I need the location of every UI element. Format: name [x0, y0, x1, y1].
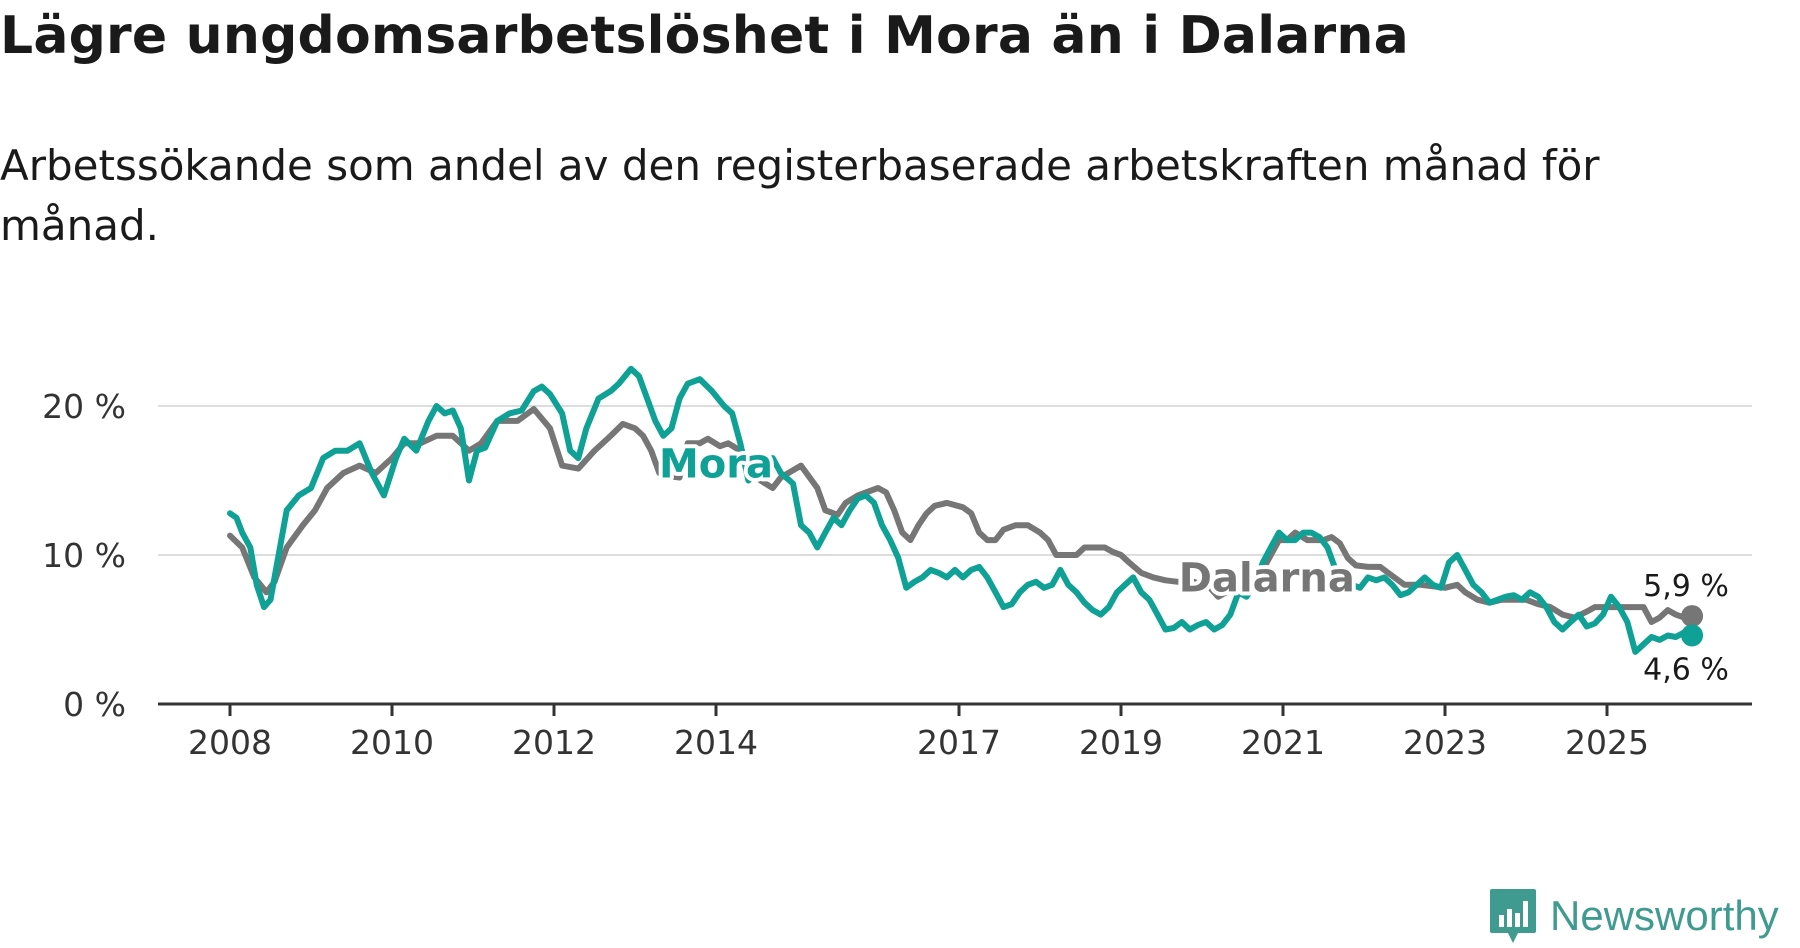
- series-line-dalarna: [227, 406, 1695, 625]
- y-tick-label: 10 %: [42, 536, 126, 575]
- y-tick-label: 20 %: [42, 387, 126, 426]
- x-tick-label: 2008: [188, 723, 272, 762]
- series-labels: Mora Dalarna 5,9 % 4,6 %: [655, 438, 1733, 692]
- series-label-dalarna: Dalarna: [1179, 555, 1355, 601]
- chart-subtitle: Arbetssökande som andel av den registerb…: [0, 141, 1600, 250]
- x-tick-label: 2019: [1079, 723, 1163, 762]
- series-line-mora: [227, 365, 1695, 655]
- end-value-dalarna: 5,9 %: [1643, 569, 1729, 604]
- series: [227, 365, 1704, 655]
- chart-title: Lägre ungdomsarbetslöshet i Mora än i Da…: [0, 6, 1409, 66]
- bar-chart-icon: [1490, 889, 1536, 943]
- end-point-mora: [1681, 624, 1704, 647]
- x-tick-label: 2010: [350, 723, 434, 762]
- y-tick-label: 0 %: [63, 685, 126, 724]
- brand-name: Newsworthy: [1550, 892, 1779, 939]
- x-tick-label: 2023: [1403, 723, 1487, 762]
- x-tick-label: 2014: [674, 723, 758, 762]
- end-value-mora: 4,6 %: [1643, 652, 1729, 687]
- end-point-dalarna: [1681, 605, 1704, 628]
- x-axis-ticks: 2008 2010 2012 2014 2017 2019 2021 2023 2025: [188, 704, 1649, 762]
- y-axis-ticks: 0 % 10 % 20 %: [42, 387, 126, 724]
- gridlines: [158, 405, 1752, 556]
- newsworthy-logo: Newsworthy: [1488, 886, 1779, 946]
- x-tick-label: 2021: [1241, 723, 1325, 762]
- x-tick-label: 2012: [512, 723, 596, 762]
- series-label-mora: Mora: [659, 442, 773, 488]
- x-tick-label: 2017: [917, 723, 1001, 762]
- x-tick-label: 2025: [1565, 723, 1649, 762]
